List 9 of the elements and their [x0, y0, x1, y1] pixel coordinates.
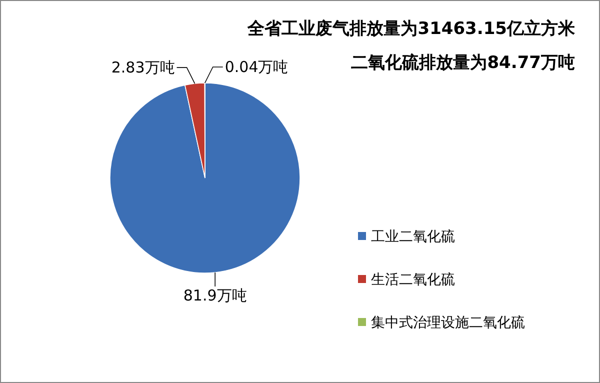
data-label: 81.9万吨: [183, 286, 247, 304]
legend-label: 生活二氧化硫: [371, 272, 455, 288]
legend-label: 集中式治理设施二氧化硫: [371, 315, 525, 331]
chart-subtitle: 二氧化硫排放量为84.77万吨: [351, 53, 575, 73]
legend-label: 工业二氧化硫: [371, 229, 455, 245]
pie-slice: [110, 82, 300, 274]
data-label: 2.83万吨: [111, 58, 175, 77]
chart-title: 全省工业废气排放量为31463.15亿立方米: [246, 19, 576, 39]
data-label: 0.04万吨: [224, 58, 288, 76]
